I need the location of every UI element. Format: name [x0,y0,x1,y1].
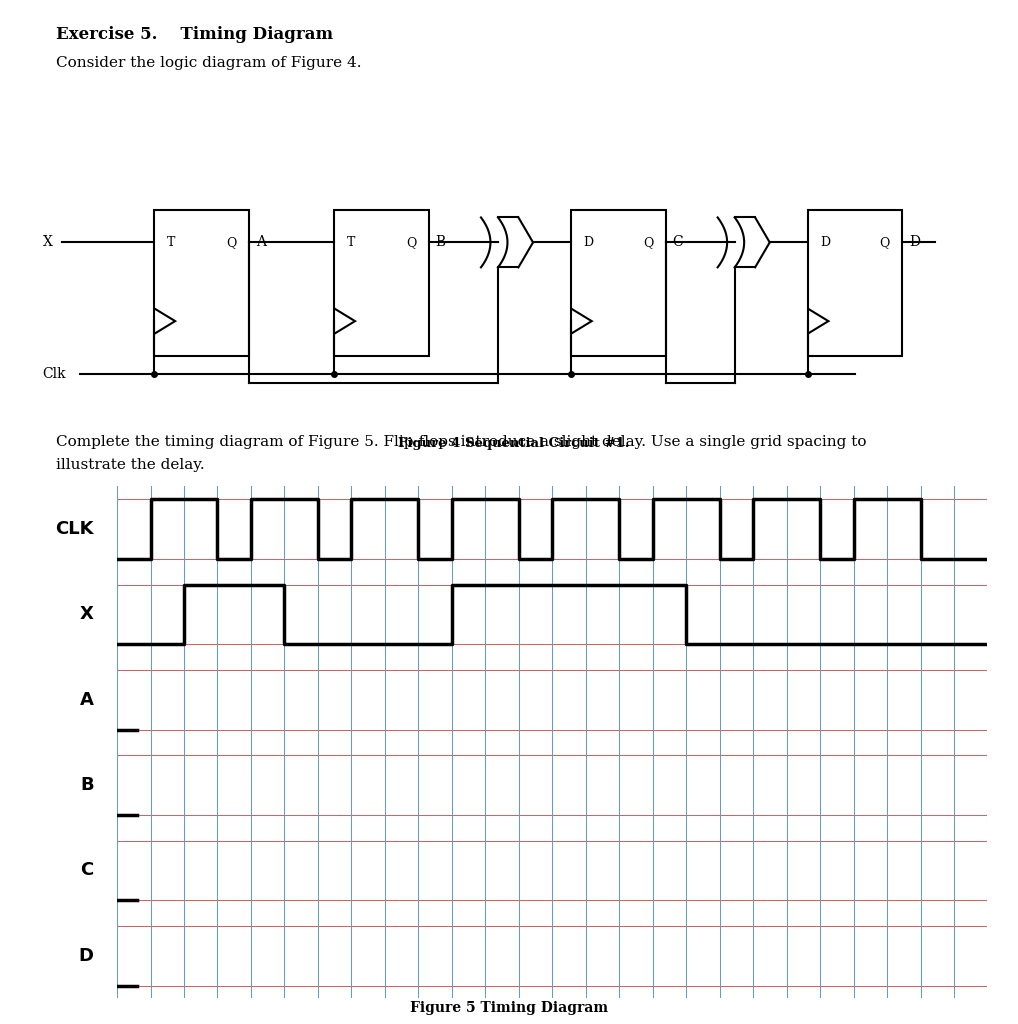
Text: Q: Q [226,236,237,249]
Text: C: C [672,236,683,250]
Text: D: D [583,236,593,249]
Text: X: X [43,236,53,250]
Bar [155,211,249,355]
Bar [334,211,429,355]
Text: Q: Q [880,236,890,249]
Text: D: D [909,236,920,250]
Text: A: A [256,236,266,250]
Text: Consider the logic diagram of Figure 4.: Consider the logic diagram of Figure 4. [56,56,361,71]
Text: Figure 5 Timing Diagram: Figure 5 Timing Diagram [410,1000,608,1015]
Text: T: T [346,236,355,249]
Text: T: T [167,236,175,249]
Text: X: X [79,605,94,624]
Text: D: D [78,947,94,965]
Text: CLK: CLK [55,520,94,538]
Text: Q: Q [406,236,416,249]
Text: B: B [436,236,446,250]
Bar [807,211,902,355]
Bar [571,211,666,355]
Text: C: C [80,861,94,880]
Text: Clk: Clk [43,367,66,381]
Text: Figure 4 Sequential Circuit #1.: Figure 4 Sequential Circuit #1. [398,437,630,451]
Text: B: B [80,776,94,794]
Text: Q: Q [643,236,654,249]
Text: illustrate the delay.: illustrate the delay. [56,458,205,472]
Text: Complete the timing diagram of Figure 5. Flip-flops introduce a slight delay. Us: Complete the timing diagram of Figure 5.… [56,435,866,450]
Text: A: A [79,691,94,709]
Text: Exercise 5.    Timing Diagram: Exercise 5. Timing Diagram [56,26,333,43]
Text: D: D [819,236,830,249]
